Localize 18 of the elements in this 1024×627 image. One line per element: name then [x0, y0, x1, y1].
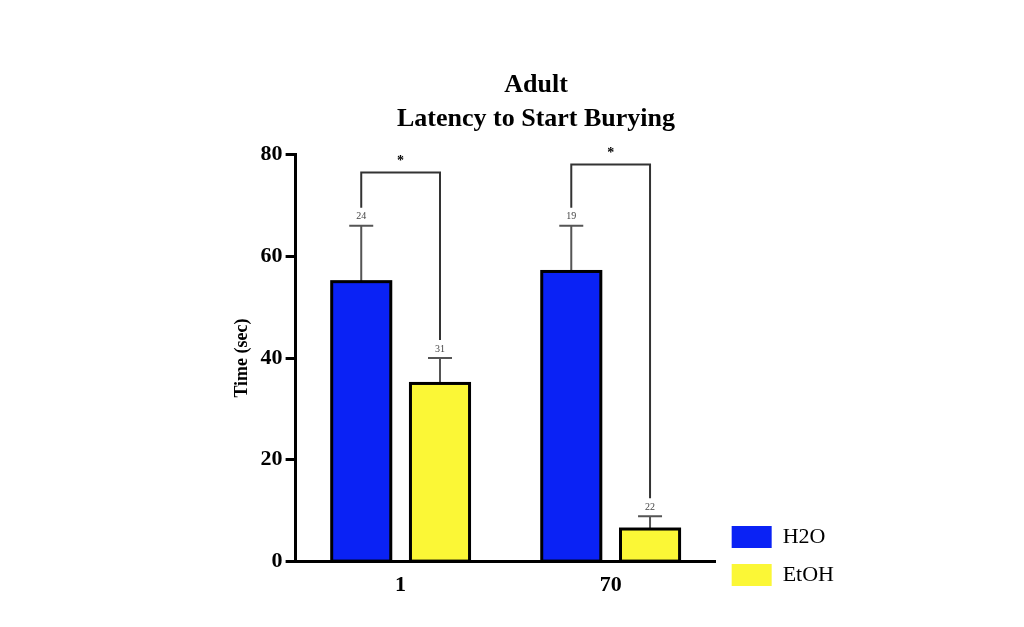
annotation: 24	[356, 210, 367, 222]
y-axis-title: Time (sec)	[231, 318, 253, 398]
chart-subtitle: Latency to Start Burying	[396, 102, 676, 132]
x-tick-label: 1	[395, 571, 407, 597]
y-tick-label: 40	[260, 343, 283, 369]
annotation: *	[607, 145, 615, 161]
annotation: *	[397, 153, 405, 169]
y-tick-label: 0	[271, 547, 283, 573]
y-tick-label: 80	[260, 140, 283, 166]
annotation: 22	[645, 500, 656, 512]
x-tick-label: 70	[599, 571, 622, 597]
y-tick-label: 20	[260, 445, 283, 471]
annotation: 19	[566, 210, 577, 222]
legend-label: EtOH	[782, 560, 835, 586]
chart-title: Adult	[504, 69, 569, 99]
annotation: 31	[435, 342, 445, 354]
y-tick-label: 60	[260, 241, 283, 267]
legend-label: H2O	[782, 522, 826, 548]
